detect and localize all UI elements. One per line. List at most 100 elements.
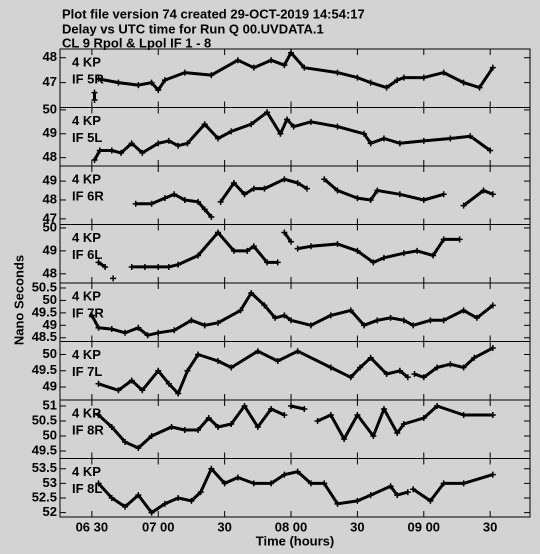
title-line: Plot file version 74 created 29-OCT-2019…	[62, 6, 365, 21]
data-point	[284, 116, 291, 123]
data-point	[404, 489, 411, 496]
data-point	[489, 471, 496, 478]
y-tick-label: 48	[43, 49, 57, 64]
data-point	[250, 185, 257, 192]
data-point	[184, 367, 191, 374]
data-point	[135, 445, 142, 451]
trace	[97, 231, 460, 269]
data-point	[489, 412, 496, 418]
data-point	[122, 329, 129, 336]
data-point	[447, 135, 454, 142]
x-tick-label: 30	[217, 519, 231, 534]
data-point	[274, 259, 281, 266]
data-point	[108, 424, 115, 430]
data-point	[440, 480, 447, 487]
data-point	[208, 72, 215, 79]
data-point	[440, 191, 447, 198]
data-point	[400, 74, 407, 81]
data-point	[171, 191, 178, 198]
data-point	[230, 247, 237, 254]
y-tick-label: 47	[43, 210, 57, 225]
data-point	[460, 307, 467, 314]
data-point	[268, 406, 275, 412]
data-point	[144, 332, 151, 339]
y-tick-label: 50	[43, 292, 57, 307]
data-point	[314, 418, 321, 424]
data-point	[201, 206, 208, 213]
data-point	[155, 263, 162, 270]
data-point	[440, 236, 447, 243]
panel-frame	[59, 165, 531, 225]
data-point	[380, 254, 387, 261]
data-point	[367, 196, 374, 203]
y-tick-label: 53	[43, 475, 57, 490]
data-point	[188, 497, 195, 504]
data-point	[241, 403, 248, 409]
data-point	[148, 200, 155, 207]
data-point	[361, 322, 368, 329]
data-point	[301, 406, 308, 412]
data-point	[168, 424, 175, 430]
data-point	[354, 247, 361, 254]
data-point	[135, 82, 142, 89]
data-point	[248, 121, 255, 128]
data-point	[440, 317, 447, 324]
data-point	[396, 140, 403, 147]
y-tick-label: 49	[43, 125, 57, 140]
data-point	[288, 317, 295, 324]
y-tick-label: 49	[43, 317, 57, 332]
data-point	[95, 412, 102, 418]
data-point	[294, 179, 301, 186]
data-point	[234, 57, 241, 64]
panel-label: IF 8L	[72, 481, 102, 496]
data-point	[96, 147, 103, 154]
data-point	[205, 415, 212, 421]
trace	[97, 467, 494, 515]
title-line: Delay vs UTC time for Run Q 00.UVDATA.1	[62, 21, 324, 36]
data-point	[420, 137, 427, 144]
data-point	[95, 75, 102, 82]
data-point	[489, 64, 496, 71]
data-point	[171, 327, 178, 334]
data-point	[241, 191, 248, 198]
data-point	[383, 84, 390, 91]
data-point	[250, 480, 257, 487]
data-point	[341, 436, 348, 442]
data-point	[195, 198, 202, 205]
panel-label: 4 KP	[72, 464, 101, 479]
data-point	[139, 387, 146, 394]
data-point	[396, 367, 403, 374]
data-point	[88, 312, 95, 319]
data-point	[361, 130, 368, 137]
data-point	[281, 312, 288, 319]
trace	[93, 51, 495, 100]
data-point	[487, 147, 494, 154]
data-point	[268, 480, 275, 487]
panel-frame	[59, 224, 531, 284]
data-point	[161, 500, 168, 507]
data-point	[277, 130, 284, 137]
data-point	[396, 191, 403, 198]
data-point	[250, 64, 257, 71]
data-point	[115, 387, 122, 394]
panel-label: 4 KP	[72, 171, 101, 186]
y-tick-label: 49.5	[32, 362, 57, 377]
data-point	[334, 241, 341, 247]
y-tick-label: 50.5	[32, 279, 57, 294]
data-point	[132, 200, 139, 207]
data-point	[354, 497, 361, 504]
y-tick-label: 52.5	[32, 489, 57, 504]
data-point	[128, 140, 135, 147]
data-point	[139, 149, 146, 156]
data-point	[460, 79, 467, 86]
data-point	[208, 213, 215, 220]
data-point	[184, 140, 191, 147]
data-point	[141, 263, 148, 270]
data-point	[228, 128, 235, 135]
data-point	[471, 354, 478, 361]
data-point	[264, 109, 271, 116]
data-point	[244, 247, 251, 254]
data-point	[102, 263, 109, 270]
trace	[135, 177, 494, 218]
